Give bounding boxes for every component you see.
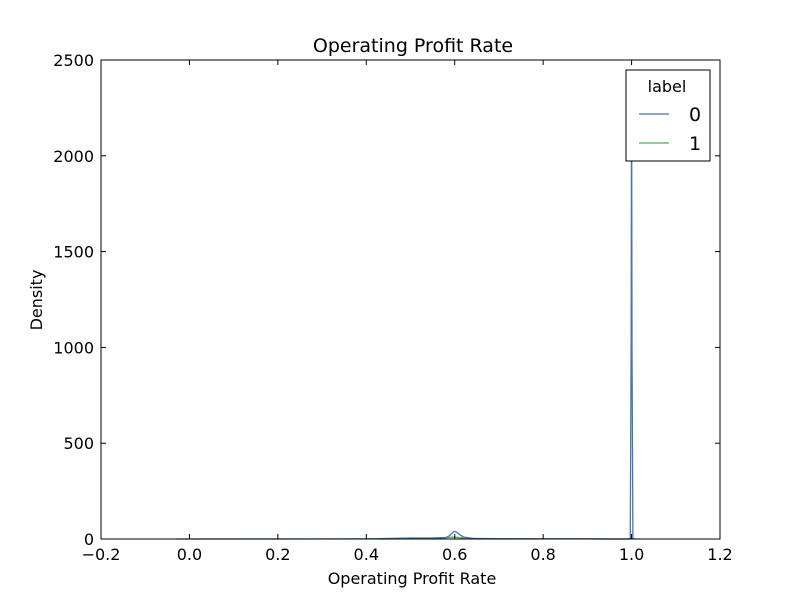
x-axis-label: Operating Profit Rate xyxy=(328,569,497,588)
series-line-0 xyxy=(379,69,634,540)
y-tick-label: 500 xyxy=(63,434,94,453)
x-tick-label: 1.0 xyxy=(619,545,644,564)
y-tick-label: 2000 xyxy=(53,147,94,166)
legend: label 0 1 xyxy=(625,69,711,162)
x-tick-label: −0.2 xyxy=(82,545,121,564)
y-tick-label: 0 xyxy=(84,530,94,549)
legend-box xyxy=(625,69,711,162)
y-tick-label: 2500 xyxy=(53,51,94,70)
legend-title: label xyxy=(648,77,687,96)
chart-title: Operating Profit Rate xyxy=(313,35,513,57)
y-tick-label: 1500 xyxy=(53,243,94,262)
plot-frame xyxy=(101,60,720,539)
x-tick-label: 0.8 xyxy=(530,545,555,564)
y-tick-label: 1000 xyxy=(53,338,94,357)
x-tick-label: 0.6 xyxy=(442,545,467,564)
x-tick-label: 0.4 xyxy=(354,545,379,564)
x-tick-label: 1.2 xyxy=(707,545,732,564)
y-axis-label: Density xyxy=(27,270,46,331)
y-tick-labels: 0 500 1000 1500 2000 2500 xyxy=(53,51,94,549)
x-tick-label: 0.2 xyxy=(265,545,290,564)
legend-label-series-1: 1 xyxy=(689,133,701,155)
legend-label-series-0: 0 xyxy=(689,104,701,126)
x-tick-label: 0.0 xyxy=(177,545,202,564)
x-tick-labels: −0.2 0.0 0.2 0.4 0.6 0.8 1.0 1.2 xyxy=(82,545,733,564)
plot-border xyxy=(100,59,721,540)
